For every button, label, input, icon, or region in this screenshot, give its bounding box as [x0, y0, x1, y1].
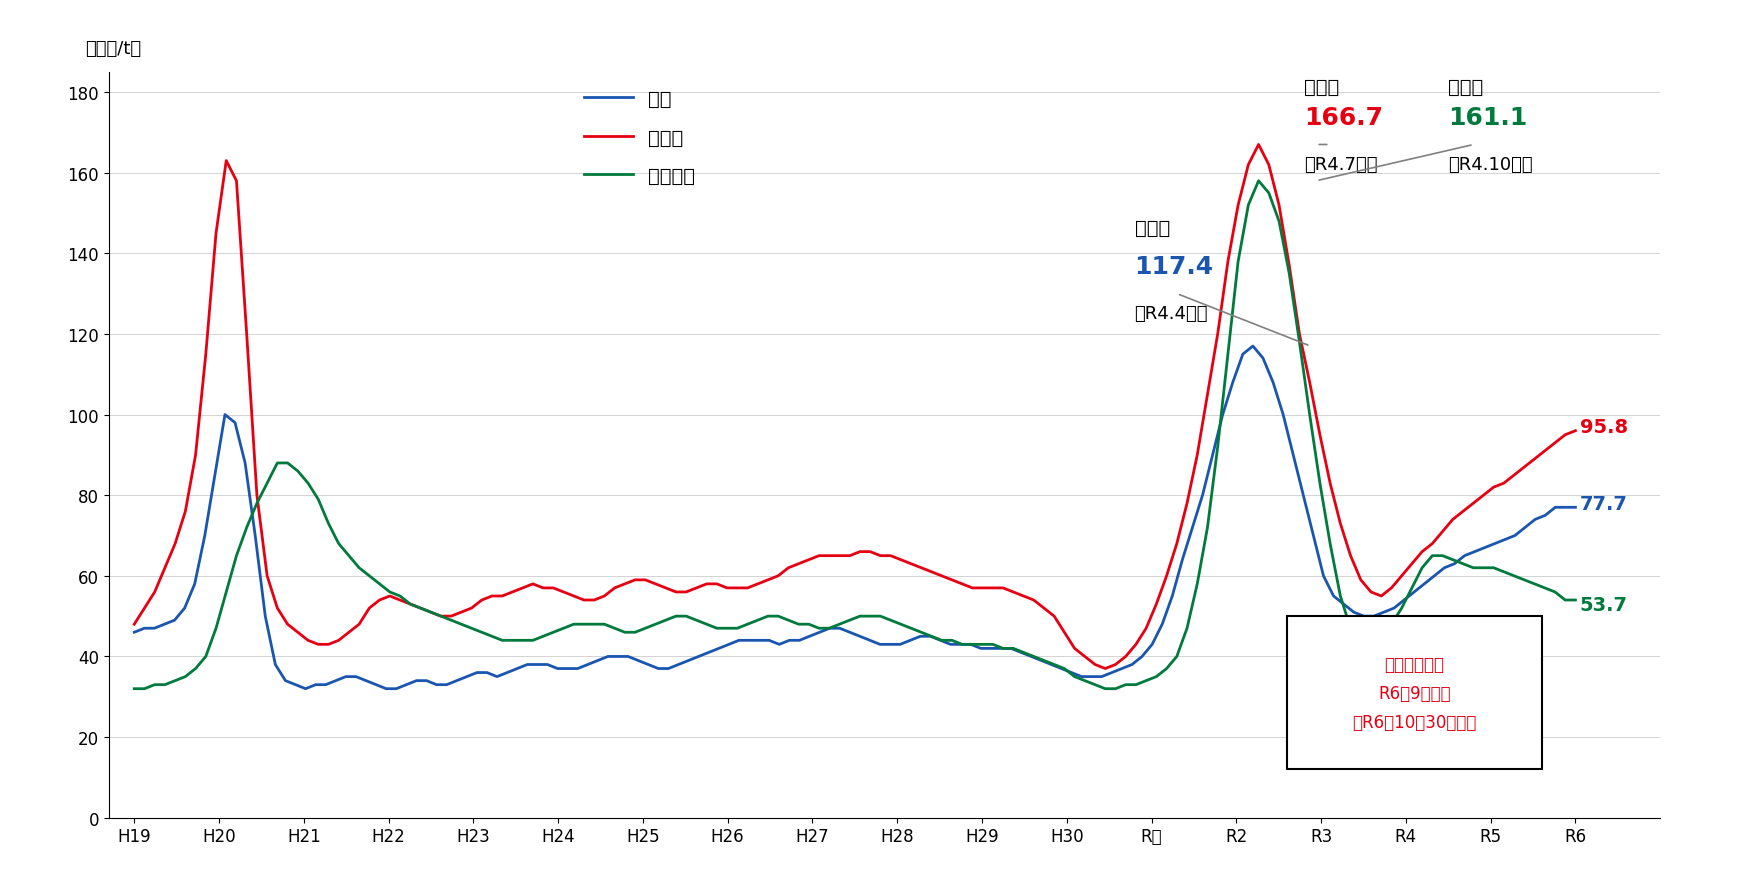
尿素: [124, 627, 145, 637]
りん安: [1033, 603, 1054, 614]
尿素: [1323, 591, 1344, 601]
りん安: [124, 619, 145, 630]
尿素: [578, 659, 599, 670]
Text: 117.4: 117.4: [1134, 255, 1215, 279]
Text: 最高値: 最高値: [1304, 78, 1340, 97]
塩化加里: [1064, 672, 1085, 682]
Text: （千円/t）: （千円/t）: [86, 40, 141, 58]
Text: 直近データは
R6年9月の値
（R6．10．30公表）: 直近データは R6年9月の値 （R6．10．30公表）: [1352, 655, 1476, 731]
尿素: [295, 684, 316, 694]
FancyBboxPatch shape: [1288, 616, 1541, 769]
尿素: [1242, 342, 1263, 352]
塩化加里: [1248, 176, 1269, 187]
りん安: [1565, 426, 1586, 436]
Text: （R4.10月）: （R4.10月）: [1448, 155, 1532, 174]
Text: 166.7: 166.7: [1304, 106, 1384, 130]
りん安: [1248, 140, 1269, 150]
塩化加里: [124, 684, 145, 694]
塩化加里: [1033, 656, 1054, 666]
Text: 最高値: 最高値: [1134, 219, 1169, 238]
りん安: [564, 591, 585, 601]
Line: りん安: りん安: [134, 145, 1576, 669]
Legend: 尿素, りん安, 塩化加里: 尿素, りん安, 塩化加里: [585, 90, 695, 186]
Text: 161.1: 161.1: [1448, 106, 1527, 130]
Text: 77.7: 77.7: [1579, 494, 1628, 513]
塩化加里: [564, 619, 585, 630]
Text: 95.8: 95.8: [1579, 418, 1628, 436]
尿素: [1565, 502, 1586, 513]
Line: 尿素: 尿素: [134, 347, 1576, 689]
尿素: [1162, 591, 1183, 601]
Line: 塩化加里: 塩化加里: [134, 182, 1576, 689]
尿素: [1304, 530, 1324, 541]
Text: （R4.4月）: （R4.4月）: [1134, 305, 1208, 322]
りん安: [1422, 539, 1443, 550]
りん安: [1064, 644, 1085, 654]
りん安: [879, 551, 900, 561]
りん安: [818, 551, 839, 561]
りん安: [1094, 664, 1115, 674]
塩化加里: [818, 623, 839, 634]
尿素: [346, 672, 366, 682]
Text: 最高値: 最高値: [1448, 78, 1483, 97]
塩化加里: [879, 615, 900, 626]
塩化加里: [1412, 563, 1433, 573]
塩化加里: [1565, 595, 1586, 606]
Text: （R4.7月）: （R4.7月）: [1304, 155, 1377, 174]
Text: 53.7: 53.7: [1579, 595, 1628, 614]
尿素: [225, 418, 246, 428]
